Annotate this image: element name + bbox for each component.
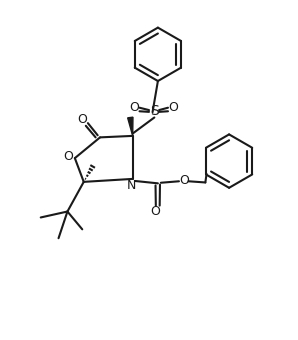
Text: O: O [168,101,178,114]
Text: O: O [129,101,139,114]
Text: O: O [179,174,189,187]
Text: S: S [150,104,159,118]
Text: N: N [127,179,136,192]
Text: O: O [63,150,73,163]
Text: O: O [150,205,160,218]
Text: O: O [77,113,87,126]
Polygon shape [128,117,133,136]
